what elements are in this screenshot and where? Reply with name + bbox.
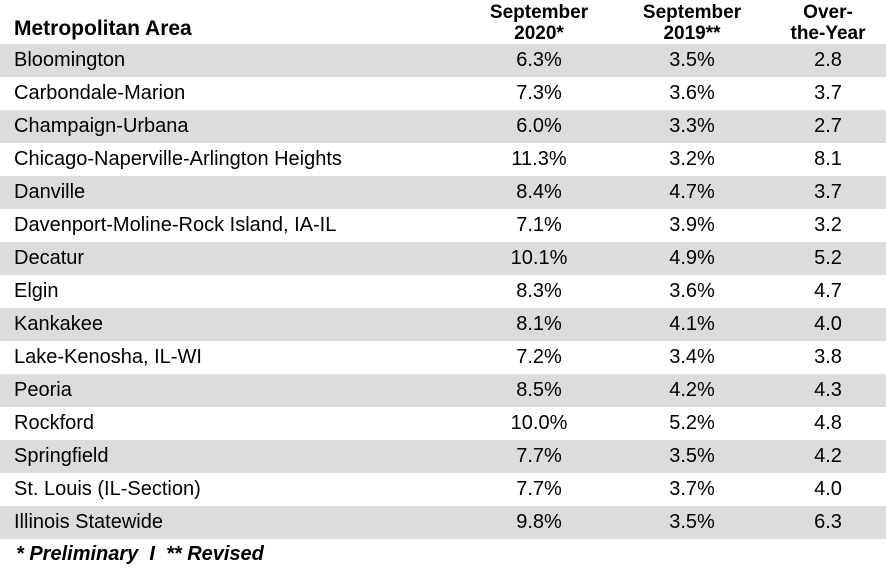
cell-september-2020: 9.8% xyxy=(516,511,562,533)
cell-area: Danville xyxy=(14,181,86,203)
cell-area: Davenport-Moline-Rock Island, IA-IL xyxy=(14,214,337,236)
cell-area: Elgin xyxy=(14,280,59,302)
table-row: Chicago-Naperville-Arlington Heights 11.3… xyxy=(0,143,886,176)
table-row: Carbondale-Marion 7.3% 3.6% 3.7 xyxy=(0,77,886,110)
cell-area: Decatur xyxy=(14,247,85,269)
cell-september-2019: 3.2% xyxy=(669,148,715,170)
cell-september-2019: 3.9% xyxy=(669,214,715,236)
table-row: Springfield 7.7% 3.5% 4.2 xyxy=(0,440,886,473)
table-row: Kankakee 8.1% 4.1% 4.0 xyxy=(0,308,886,341)
cell-over-the-year: 4.0 xyxy=(814,478,842,500)
footnote: * Preliminary I ** Revised xyxy=(16,543,264,565)
table-row: Rockford 10.0% 5.2% 4.8 xyxy=(0,407,886,440)
cell-over-the-year: 2.8 xyxy=(814,49,842,71)
cell-september-2019: 4.2% xyxy=(669,379,715,401)
table-row: Peoria 8.5% 4.2% 4.3 xyxy=(0,374,886,407)
cell-september-2019: 4.9% xyxy=(669,247,715,269)
header-september-2020: September 2020* xyxy=(489,2,589,44)
cell-over-the-year: 4.7 xyxy=(814,280,842,302)
cell-area: Carbondale-Marion xyxy=(14,82,186,104)
table-row: Illinois Statewide 9.8% 3.5% 6.3 xyxy=(0,506,886,539)
table-row: Elgin 8.3% 3.6% 4.7 xyxy=(0,275,886,308)
cell-september-2019: 3.3% xyxy=(669,115,715,137)
table-header: Metropolitan Area September 2020* Septem… xyxy=(0,0,886,44)
cell-over-the-year: 3.7 xyxy=(814,181,842,203)
cell-september-2020: 7.3% xyxy=(516,82,562,104)
cell-september-2020: 10.1% xyxy=(510,247,568,269)
cell-over-the-year: 2.7 xyxy=(814,115,842,137)
table-row: Champaign-Urbana 6.0% 3.3% 2.7 xyxy=(0,110,886,143)
cell-september-2020: 7.2% xyxy=(516,346,562,368)
table-row: Danville 8.4% 4.7% 3.7 xyxy=(0,176,886,209)
cell-september-2019: 3.5% xyxy=(669,49,715,71)
cell-september-2019: 3.5% xyxy=(669,511,715,533)
cell-september-2020: 10.0% xyxy=(510,412,568,434)
cell-september-2020: 8.4% xyxy=(516,181,562,203)
cell-september-2020: 8.5% xyxy=(516,379,562,401)
table-row: Lake-Kenosha, IL-WI 7.2% 3.4% 3.8 xyxy=(0,341,886,374)
cell-area: Lake-Kenosha, IL-WI xyxy=(14,346,202,368)
cell-area: Peoria xyxy=(14,379,72,401)
cell-september-2020: 7.7% xyxy=(516,478,562,500)
header-over-the-year: Over- the-Year xyxy=(790,2,866,44)
cell-september-2020: 6.3% xyxy=(516,49,562,71)
cell-september-2019: 3.7% xyxy=(669,478,715,500)
cell-september-2020: 8.1% xyxy=(516,313,562,335)
cell-area: St. Louis (IL-Section) xyxy=(14,478,201,500)
cell-area: Springfield xyxy=(14,445,109,467)
cell-september-2019: 4.7% xyxy=(669,181,715,203)
cell-september-2019: 3.5% xyxy=(669,445,715,467)
cell-september-2020: 8.3% xyxy=(516,280,562,302)
cell-over-the-year: 4.0 xyxy=(814,313,842,335)
cell-september-2019: 3.6% xyxy=(669,82,715,104)
cell-area: Illinois Statewide xyxy=(14,511,163,533)
table-row: Davenport-Moline-Rock Island, IA-IL 7.1% 3… xyxy=(0,209,886,242)
table-row: St. Louis (IL-Section) 7.7% 3.7% 4.0 xyxy=(0,473,886,506)
cell-area: Chicago-Naperville-Arlington Heights xyxy=(14,148,342,170)
cell-over-the-year: 4.8 xyxy=(814,412,842,434)
cell-over-the-year: 4.3 xyxy=(814,379,842,401)
table-row: Decatur 10.1% 4.9% 5.2 xyxy=(0,242,886,275)
cell-september-2019: 3.6% xyxy=(669,280,715,302)
cell-over-the-year: 8.1 xyxy=(814,148,842,170)
cell-september-2020: 7.1% xyxy=(516,214,562,236)
cell-september-2020: 6.0% xyxy=(516,115,562,137)
cell-area: Kankakee xyxy=(14,313,103,335)
table-body: Bloomington 6.3% 3.5% 2.8 Carbondale-Marion 7… xyxy=(0,44,886,539)
cell-september-2019: 3.4% xyxy=(669,346,715,368)
header-metropolitan-area: Metropolitan Area xyxy=(14,17,192,40)
cell-area: Bloomington xyxy=(14,49,126,71)
cell-september-2019: 5.2% xyxy=(669,412,715,434)
cell-over-the-year: 6.3 xyxy=(814,511,842,533)
cell-over-the-year: 3.8 xyxy=(814,346,842,368)
cell-area: Rockford xyxy=(14,412,95,434)
cell-area: Champaign-Urbana xyxy=(14,115,189,137)
cell-september-2020: 11.3% xyxy=(511,148,567,170)
cell-over-the-year: 3.2 xyxy=(814,214,842,236)
cell-september-2020: 7.7% xyxy=(516,445,562,467)
table-row: Bloomington 6.3% 3.5% 2.8 xyxy=(0,44,886,77)
cell-september-2019: 4.1% xyxy=(669,313,715,335)
cell-over-the-year: 3.7 xyxy=(814,82,842,104)
header-september-2019: September 2019** xyxy=(642,2,742,44)
cell-over-the-year: 4.2 xyxy=(814,445,842,467)
cell-over-the-year: 5.2 xyxy=(814,247,842,269)
